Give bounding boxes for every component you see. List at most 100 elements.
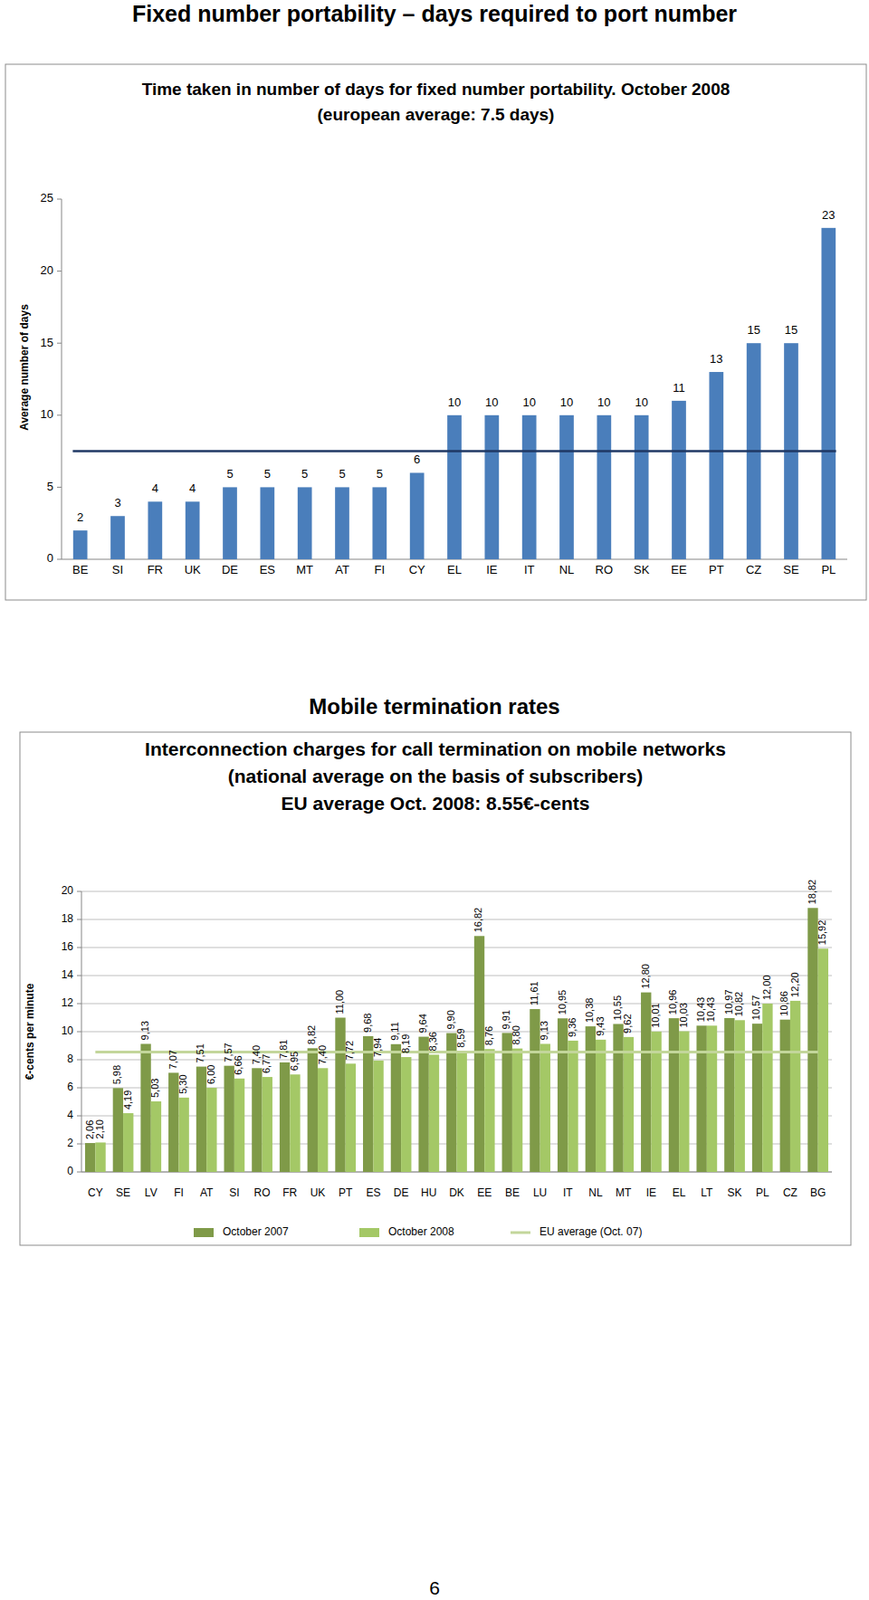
y-tick-label: 5 [47,479,54,494]
data-label: 10,43 [695,997,707,1023]
y-tick-label: 0 [66,1165,74,1178]
bar [596,415,612,560]
x-tick-label: IT [563,1186,573,1200]
x-tick-label: MT [296,563,314,577]
x-tick-label: DE [393,1186,410,1200]
data-label: 7,40 [250,1045,262,1065]
x-tick-label: SE [783,563,800,577]
y-tick [76,947,82,949]
data-label: 13 [709,352,723,366]
bar [780,1020,791,1173]
data-label: 9,90 [445,1010,457,1030]
bar [706,1025,717,1173]
bar [807,907,818,1173]
data-label: 9,11 [389,1021,401,1041]
x-tick-label: HU [420,1186,437,1200]
x-tick-label: DE [221,563,239,577]
data-label: 5,98 [111,1065,123,1085]
y-tick [76,1172,82,1174]
chart-title: Mobile termination rates [308,694,560,719]
bar [372,487,387,560]
bar [279,1062,290,1173]
legend-swatch [510,1231,531,1235]
legend-label: October 2008 [388,1225,455,1239]
bar [512,1049,523,1173]
x-tick-label: NL [559,563,575,577]
bar [623,1037,634,1173]
x-tick-label: IE [646,1186,657,1200]
y-tick-label: 6 [66,1080,74,1094]
data-label: 9,13 [139,1021,151,1041]
page: Fixed number portability – days required… [0,0,869,1600]
x-tick-label: EE [670,563,688,577]
data-label: 5 [301,467,308,481]
x-tick-label: ES [365,1186,381,1200]
y-tick [76,1088,82,1089]
data-label: 10,43 [705,997,717,1023]
legend-swatch [359,1228,380,1238]
legend-label: EU average (Oct. 07) [539,1225,642,1239]
data-label: 11,00 [334,990,345,1015]
chart-frame [19,732,851,1246]
bar [123,1113,134,1173]
average-line [72,449,836,453]
data-label: 5 [226,467,233,481]
data-label: 5,03 [149,1079,161,1099]
bar [790,1001,801,1173]
chart-subtitle: Time taken in number of days for fixed n… [142,79,731,99]
bar [234,1079,245,1173]
bar [401,1057,411,1173]
data-label: 12,80 [639,964,651,990]
x-tick-label: IE [486,563,498,577]
bar [735,1020,745,1173]
data-label: 9,64 [417,1013,429,1033]
bar [262,1077,273,1173]
y-tick-label: 25 [40,190,54,205]
chart-subtitle: (european average: 7.5 days) [317,105,555,125]
chart-frame [5,64,867,601]
x-tick-label: SK [633,563,650,577]
bar [345,1063,356,1173]
data-label: 8,80 [510,1025,522,1045]
y-tick [57,199,62,201]
y-tick-label: 10 [40,407,54,421]
data-label: 10,97 [723,989,735,1015]
data-label: 9,91 [500,1010,512,1030]
x-tick-label: EE [477,1186,492,1200]
x-tick-label: MT [615,1186,632,1200]
y-tick [57,343,62,344]
bar [447,415,462,560]
data-label: 10 [448,395,461,410]
data-label: 10,03 [678,1002,689,1029]
x-tick-label: IT [524,563,535,577]
legend-swatch [193,1228,214,1238]
data-label: 7,81 [278,1040,290,1060]
y-tick-label: 20 [61,884,75,898]
data-label: 5 [376,467,383,481]
x-tick-label: AT [200,1186,214,1200]
x-tick-label: FI [173,1186,184,1200]
data-label: 18,82 [806,879,818,906]
data-label: 12,20 [789,972,801,998]
y-tick-label: 14 [61,968,75,982]
x-tick-label: FR [147,563,163,577]
chart-subtitle: (national average on the basis of subscr… [228,765,644,787]
data-label: 8,36 [427,1031,439,1051]
x-tick-label: RO [595,563,614,577]
x-tick-label: LT [700,1186,714,1200]
x-tick-label: RO [254,1186,271,1200]
bar [289,1074,300,1173]
x-tick-label: SE [115,1186,131,1200]
data-label: 6,66 [232,1055,244,1075]
y-tick [57,559,62,561]
data-label: 7,40 [316,1045,328,1065]
y-tick [76,1144,82,1146]
bar [110,515,125,560]
x-tick-label: PT [338,1186,354,1200]
data-label: 9,68 [362,1013,373,1033]
bar [567,1040,578,1173]
data-label: 2 [76,510,84,525]
bar [612,1023,623,1173]
x-tick-label: FR [282,1186,297,1200]
x-tick-label: EL [447,563,462,577]
